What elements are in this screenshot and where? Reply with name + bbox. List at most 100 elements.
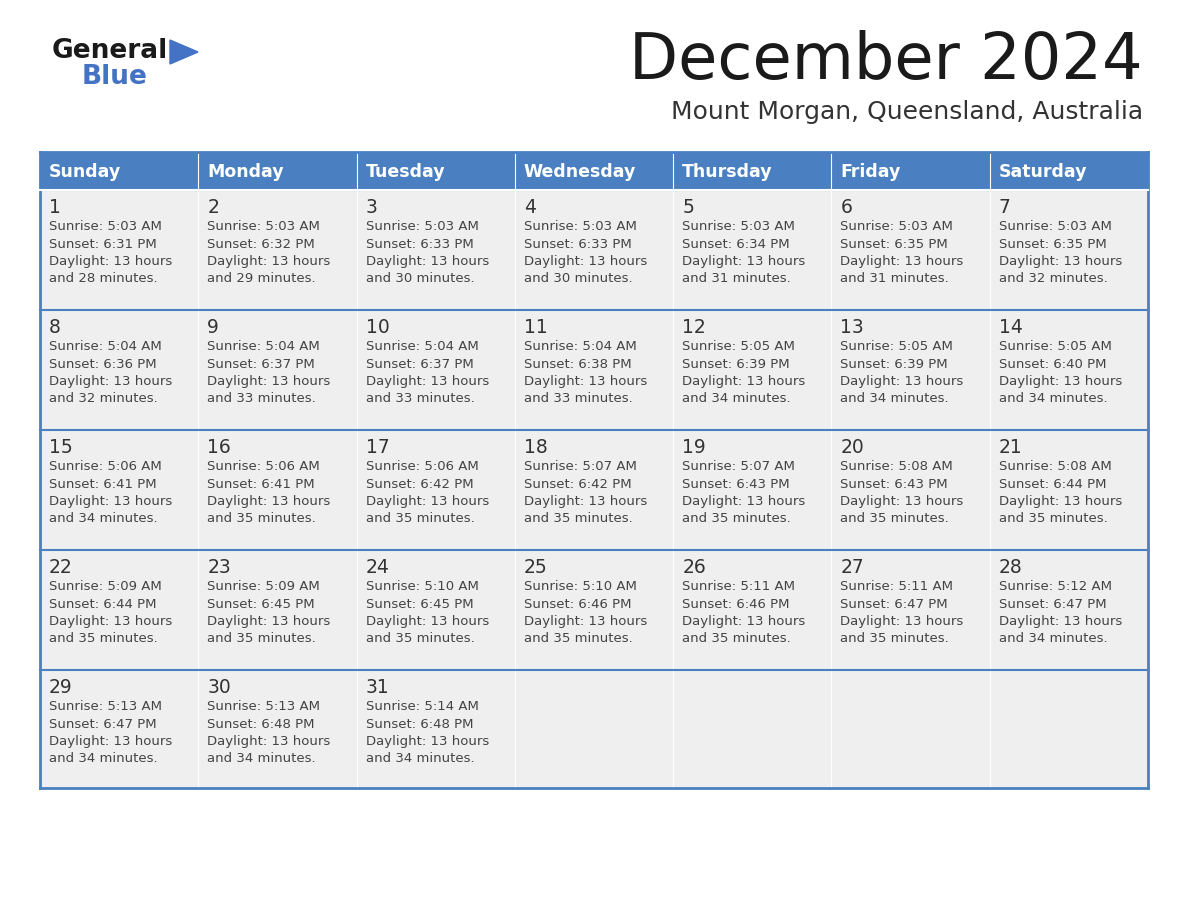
Text: Monday: Monday xyxy=(207,163,284,181)
Text: December 2024: December 2024 xyxy=(630,30,1143,92)
Text: Daylight: 13 hours: Daylight: 13 hours xyxy=(366,375,488,388)
Text: Sunset: 6:43 PM: Sunset: 6:43 PM xyxy=(840,477,948,490)
Text: Sunset: 6:34 PM: Sunset: 6:34 PM xyxy=(682,238,790,251)
Text: Sunset: 6:45 PM: Sunset: 6:45 PM xyxy=(366,598,473,610)
Text: and 31 minutes.: and 31 minutes. xyxy=(840,273,949,285)
Text: and 28 minutes.: and 28 minutes. xyxy=(49,273,158,285)
Text: Sunrise: 5:03 AM: Sunrise: 5:03 AM xyxy=(524,220,637,233)
Text: 15: 15 xyxy=(49,438,72,457)
Text: Daylight: 13 hours: Daylight: 13 hours xyxy=(682,495,805,508)
Bar xyxy=(40,152,198,190)
Text: Sunset: 6:41 PM: Sunset: 6:41 PM xyxy=(207,477,315,490)
Text: and 32 minutes.: and 32 minutes. xyxy=(999,273,1107,285)
Text: 13: 13 xyxy=(840,318,864,337)
Bar xyxy=(832,430,990,550)
Text: Sunset: 6:32 PM: Sunset: 6:32 PM xyxy=(207,238,315,251)
Text: 25: 25 xyxy=(524,558,548,577)
Text: and 34 minutes.: and 34 minutes. xyxy=(840,393,949,406)
Text: Sunrise: 5:03 AM: Sunrise: 5:03 AM xyxy=(840,220,953,233)
Bar xyxy=(990,670,1148,788)
Text: Daylight: 13 hours: Daylight: 13 hours xyxy=(840,255,963,268)
Text: 29: 29 xyxy=(49,678,72,697)
Text: and 34 minutes.: and 34 minutes. xyxy=(207,753,316,766)
Text: Daylight: 13 hours: Daylight: 13 hours xyxy=(207,375,330,388)
Text: 4: 4 xyxy=(524,198,536,217)
Text: Daylight: 13 hours: Daylight: 13 hours xyxy=(207,495,330,508)
Text: 19: 19 xyxy=(682,438,706,457)
Text: 28: 28 xyxy=(999,558,1023,577)
Text: Daylight: 13 hours: Daylight: 13 hours xyxy=(999,375,1121,388)
Bar xyxy=(40,430,198,550)
Text: Daylight: 13 hours: Daylight: 13 hours xyxy=(366,255,488,268)
Text: Sunrise: 5:06 AM: Sunrise: 5:06 AM xyxy=(49,460,162,473)
Text: Daylight: 13 hours: Daylight: 13 hours xyxy=(999,255,1121,268)
Text: and 33 minutes.: and 33 minutes. xyxy=(524,393,632,406)
Text: 22: 22 xyxy=(49,558,72,577)
Text: 8: 8 xyxy=(49,318,61,337)
Text: Daylight: 13 hours: Daylight: 13 hours xyxy=(524,375,647,388)
Bar xyxy=(990,430,1148,550)
Text: Blue: Blue xyxy=(82,64,147,90)
Bar xyxy=(356,550,514,670)
Text: Sunset: 6:38 PM: Sunset: 6:38 PM xyxy=(524,357,632,371)
Text: Thursday: Thursday xyxy=(682,163,772,181)
Text: and 35 minutes.: and 35 minutes. xyxy=(49,633,158,645)
Bar xyxy=(198,310,356,430)
Text: Sunrise: 5:05 AM: Sunrise: 5:05 AM xyxy=(999,340,1112,353)
Text: Daylight: 13 hours: Daylight: 13 hours xyxy=(49,735,172,748)
Text: Friday: Friday xyxy=(840,163,901,181)
Text: Sunset: 6:41 PM: Sunset: 6:41 PM xyxy=(49,477,157,490)
Text: and 34 minutes.: and 34 minutes. xyxy=(49,753,158,766)
Bar xyxy=(990,152,1148,190)
Text: Sunset: 6:39 PM: Sunset: 6:39 PM xyxy=(840,357,948,371)
Text: and 35 minutes.: and 35 minutes. xyxy=(840,512,949,525)
Bar xyxy=(832,152,990,190)
Bar xyxy=(832,550,990,670)
Text: and 35 minutes.: and 35 minutes. xyxy=(207,633,316,645)
Text: Daylight: 13 hours: Daylight: 13 hours xyxy=(366,735,488,748)
Text: Daylight: 13 hours: Daylight: 13 hours xyxy=(207,255,330,268)
Text: Sunrise: 5:10 AM: Sunrise: 5:10 AM xyxy=(524,580,637,593)
Text: Sunrise: 5:05 AM: Sunrise: 5:05 AM xyxy=(682,340,795,353)
Text: Sunset: 6:43 PM: Sunset: 6:43 PM xyxy=(682,477,790,490)
Text: and 34 minutes.: and 34 minutes. xyxy=(49,512,158,525)
Text: Sunset: 6:35 PM: Sunset: 6:35 PM xyxy=(999,238,1106,251)
Text: Daylight: 13 hours: Daylight: 13 hours xyxy=(840,615,963,628)
Bar xyxy=(514,310,674,430)
Text: Sunset: 6:45 PM: Sunset: 6:45 PM xyxy=(207,598,315,610)
Text: Daylight: 13 hours: Daylight: 13 hours xyxy=(682,255,805,268)
Bar xyxy=(990,550,1148,670)
Text: Sunday: Sunday xyxy=(49,163,121,181)
Text: and 30 minutes.: and 30 minutes. xyxy=(366,273,474,285)
Text: Daylight: 13 hours: Daylight: 13 hours xyxy=(366,615,488,628)
Text: Daylight: 13 hours: Daylight: 13 hours xyxy=(999,615,1121,628)
Text: and 29 minutes.: and 29 minutes. xyxy=(207,273,316,285)
Text: Daylight: 13 hours: Daylight: 13 hours xyxy=(49,255,172,268)
Text: Sunrise: 5:05 AM: Sunrise: 5:05 AM xyxy=(840,340,953,353)
Text: 7: 7 xyxy=(999,198,1011,217)
Text: Daylight: 13 hours: Daylight: 13 hours xyxy=(840,495,963,508)
Text: 9: 9 xyxy=(207,318,219,337)
Text: Sunrise: 5:07 AM: Sunrise: 5:07 AM xyxy=(524,460,637,473)
Bar xyxy=(514,190,674,310)
Text: Sunset: 6:36 PM: Sunset: 6:36 PM xyxy=(49,357,157,371)
Text: 21: 21 xyxy=(999,438,1023,457)
Bar xyxy=(356,430,514,550)
Text: Sunrise: 5:10 AM: Sunrise: 5:10 AM xyxy=(366,580,479,593)
Bar xyxy=(514,152,674,190)
Text: and 35 minutes.: and 35 minutes. xyxy=(682,512,791,525)
Text: and 35 minutes.: and 35 minutes. xyxy=(840,633,949,645)
Text: 16: 16 xyxy=(207,438,230,457)
Bar xyxy=(674,310,832,430)
Text: and 35 minutes.: and 35 minutes. xyxy=(207,512,316,525)
Text: 26: 26 xyxy=(682,558,706,577)
Text: Daylight: 13 hours: Daylight: 13 hours xyxy=(49,615,172,628)
Text: Sunset: 6:47 PM: Sunset: 6:47 PM xyxy=(840,598,948,610)
Bar xyxy=(356,190,514,310)
Text: 6: 6 xyxy=(840,198,852,217)
Text: Sunrise: 5:09 AM: Sunrise: 5:09 AM xyxy=(207,580,320,593)
Text: Sunrise: 5:03 AM: Sunrise: 5:03 AM xyxy=(999,220,1112,233)
Text: and 33 minutes.: and 33 minutes. xyxy=(207,393,316,406)
Text: Sunrise: 5:08 AM: Sunrise: 5:08 AM xyxy=(999,460,1112,473)
Text: Sunset: 6:37 PM: Sunset: 6:37 PM xyxy=(366,357,473,371)
